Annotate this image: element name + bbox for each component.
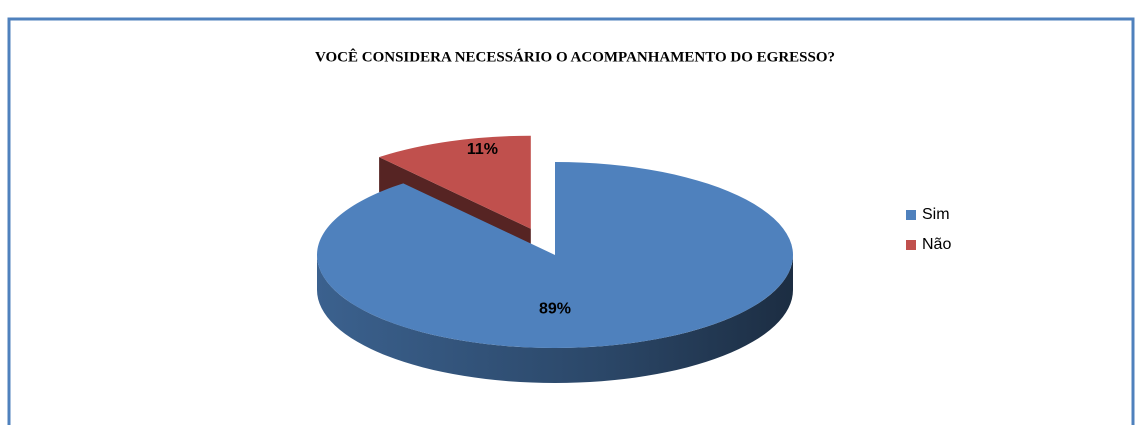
- legend-label: Não: [922, 236, 951, 253]
- data-label: 89%: [539, 300, 571, 317]
- legend-label: Sim: [922, 206, 950, 223]
- data-label: 11%: [467, 141, 498, 158]
- slice-side: [317, 255, 793, 383]
- slice: [317, 162, 794, 348]
- slice: [379, 135, 531, 229]
- legend-swatch: [906, 210, 916, 220]
- legend-swatch: [906, 240, 916, 250]
- chart-title: VOCÊ CONSIDERA NECESSÁRIO O ACOMPANHAMEN…: [315, 48, 835, 65]
